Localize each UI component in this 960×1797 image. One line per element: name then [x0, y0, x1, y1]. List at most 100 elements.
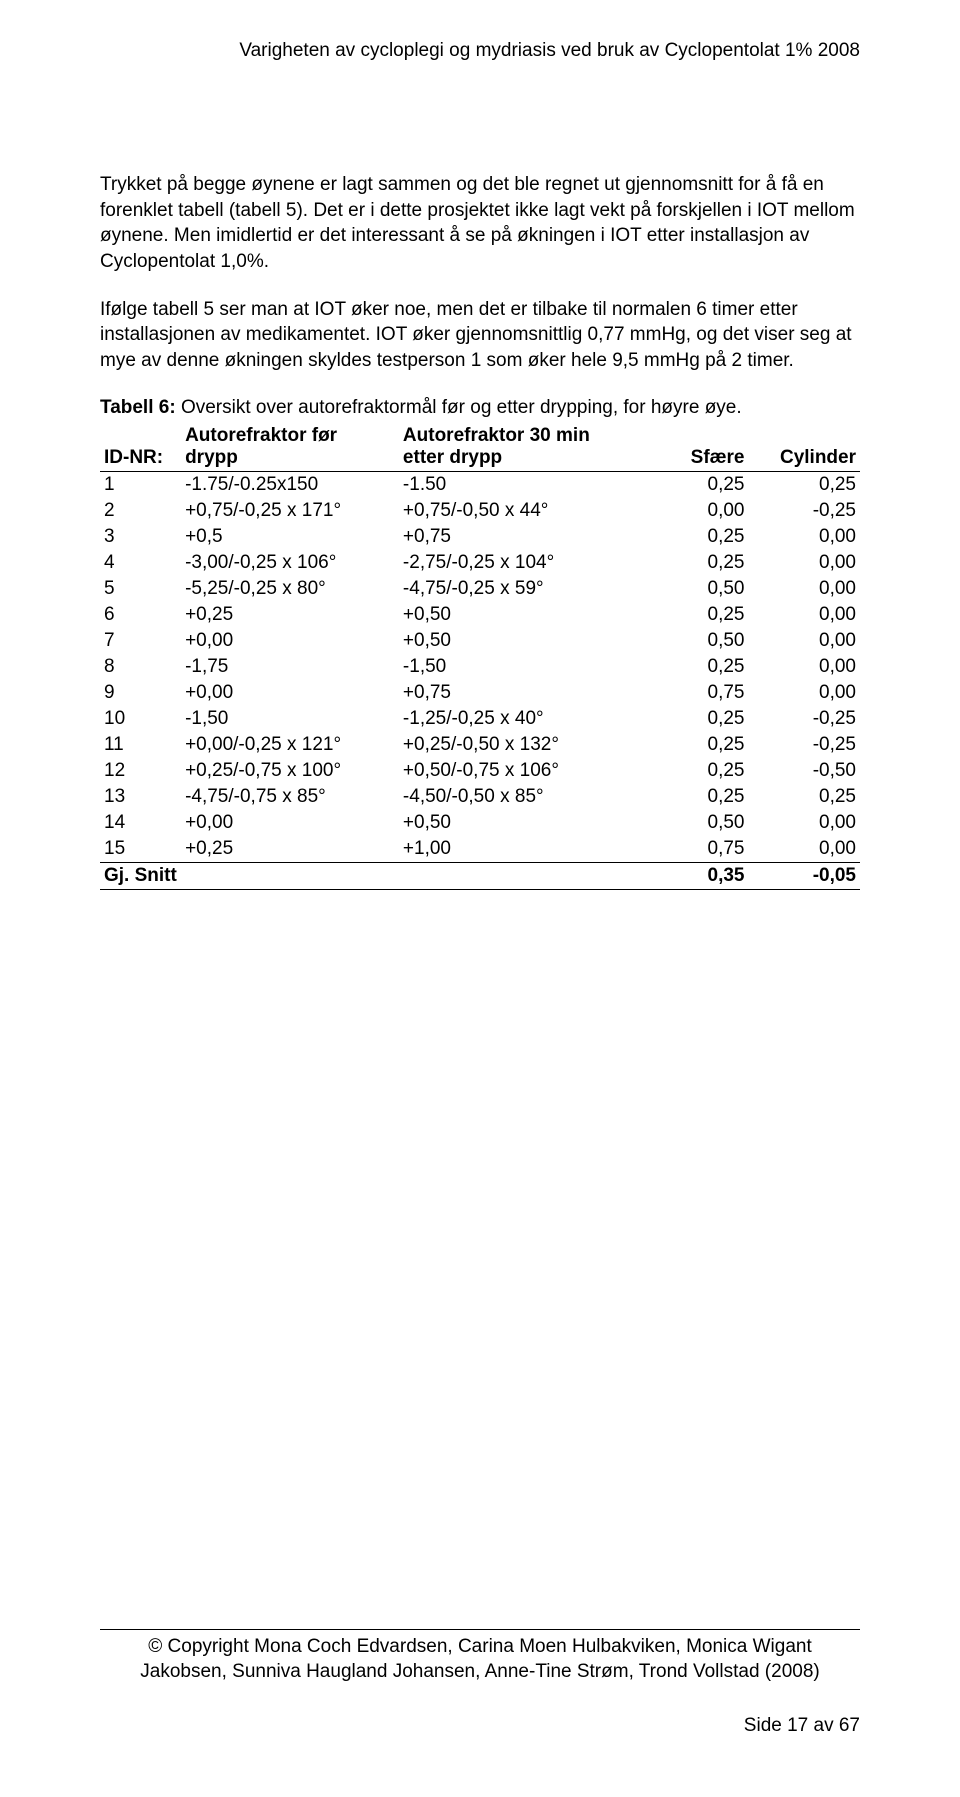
cell-sphere: 0,25 [637, 550, 748, 576]
cell-before: -4,75/-0,75 x 85° [181, 784, 399, 810]
cell-cylinder: 0,00 [749, 524, 861, 550]
table-summary-row: Gj. Snitt 0,35-0,05 [100, 863, 860, 890]
cell-after: -1,50 [399, 654, 637, 680]
cell-id: 4 [100, 550, 181, 576]
cell-id: 5 [100, 576, 181, 602]
table-row: 11+0,00/-0,25 x 121°+0,25/-0,50 x 132°0,… [100, 732, 860, 758]
cell-cylinder: 0,00 [749, 654, 861, 680]
cell-id: 12 [100, 758, 181, 784]
cell-after: +0,75 [399, 680, 637, 706]
col-header-after: Autorefraktor 30 min etter drypp [399, 423, 637, 472]
cell-sphere: 0,25 [637, 784, 748, 810]
table-row: 10-1,50-1,25/-0,25 x 40°0,25-0,25 [100, 706, 860, 732]
cell-id: 11 [100, 732, 181, 758]
cell-id: 13 [100, 784, 181, 810]
col-header-sphere: Sfære [637, 423, 748, 472]
cell-sphere: 0,75 [637, 680, 748, 706]
cell-before: +0,00 [181, 680, 399, 706]
cell-sphere: 0,75 [637, 836, 748, 863]
cell-id: 15 [100, 836, 181, 863]
cell-sphere: 0,25 [637, 706, 748, 732]
cell-after: +0,75/-0,50 x 44° [399, 498, 637, 524]
table-row: 1-1.75/-0.25x150-1.500,250,25 [100, 472, 860, 499]
autorefractor-table: ID-NR: Autorefraktor før drypp Autorefra… [100, 423, 860, 890]
cell-after: +1,00 [399, 836, 637, 863]
cell-before: +0,75/-0,25 x 171° [181, 498, 399, 524]
table-row: 12+0,25/-0,75 x 100°+0,50/-0,75 x 106°0,… [100, 758, 860, 784]
copyright-line-2: Jakobsen, Sunniva Haugland Johansen, Ann… [140, 1661, 819, 1682]
col-header-cylinder: Cylinder [749, 423, 861, 472]
cell-cylinder: -0,25 [749, 706, 861, 732]
cell-sphere: 0,25 [637, 732, 748, 758]
cell-sphere: 0,25 [637, 758, 748, 784]
cell-sphere: 0,00 [637, 498, 748, 524]
running-header: Varigheten av cycloplegi og mydriasis ve… [100, 40, 860, 62]
table-header-row: ID-NR: Autorefraktor før drypp Autorefra… [100, 423, 860, 472]
table-row: 9+0,00+0,750,750,00 [100, 680, 860, 706]
cell-before: -1,75 [181, 654, 399, 680]
cell-before: -1.75/-0.25x150 [181, 472, 399, 499]
table-row: 7+0,00+0,500,500,00 [100, 628, 860, 654]
cell-sphere: 0,25 [637, 472, 748, 499]
cell-id: 9 [100, 680, 181, 706]
cell-after: +0,50 [399, 810, 637, 836]
table-row: 4-3,00/-0,25 x 106°-2,75/-0,25 x 104°0,2… [100, 550, 860, 576]
cell-after: +0,25/-0,50 x 132° [399, 732, 637, 758]
cell-id: 7 [100, 628, 181, 654]
table-row: 5-5,25/-0,25 x 80°-4,75/-0,25 x 59°0,500… [100, 576, 860, 602]
cell-empty [399, 863, 637, 890]
cell-after: +0,50 [399, 628, 637, 654]
cell-before: -3,00/-0,25 x 106° [181, 550, 399, 576]
cell-sphere: 0,25 [637, 524, 748, 550]
cell-id: 10 [100, 706, 181, 732]
cell-cylinder: -0,25 [749, 732, 861, 758]
table-row: 6+0,25+0,500,250,00 [100, 602, 860, 628]
cell-summary-label: Gj. Snitt [100, 863, 181, 890]
cell-cylinder: 0,00 [749, 602, 861, 628]
paragraph-2: Ifølge tabell 5 ser man at IOT øker noe,… [100, 297, 860, 374]
table-row: 8-1,75-1,500,250,00 [100, 654, 860, 680]
table-row: 3+0,5+0,750,250,00 [100, 524, 860, 550]
cell-cylinder: 0,25 [749, 472, 861, 499]
cell-sphere: 0,50 [637, 576, 748, 602]
cell-after: -2,75/-0,25 x 104° [399, 550, 637, 576]
cell-before: -1,50 [181, 706, 399, 732]
table-row: 14+0,00+0,500,500,00 [100, 810, 860, 836]
cell-id: 8 [100, 654, 181, 680]
cell-before: +0,25 [181, 836, 399, 863]
cell-sphere: 0,50 [637, 628, 748, 654]
cell-cylinder: 0,00 [749, 576, 861, 602]
cell-after: +0,50/-0,75 x 106° [399, 758, 637, 784]
cell-cylinder: 0,00 [749, 836, 861, 863]
cell-after: -4,75/-0,25 x 59° [399, 576, 637, 602]
cell-before: +0,5 [181, 524, 399, 550]
cell-cylinder: 0,00 [749, 628, 861, 654]
cell-cylinder: 0,00 [749, 810, 861, 836]
cell-before: -5,25/-0,25 x 80° [181, 576, 399, 602]
cell-id: 14 [100, 810, 181, 836]
cell-cylinder: -0,25 [749, 498, 861, 524]
cell-before: +0,25 [181, 602, 399, 628]
cell-summary-sphere: 0,35 [637, 863, 748, 890]
cell-id: 2 [100, 498, 181, 524]
cell-id: 3 [100, 524, 181, 550]
table-caption: Tabell 6: Oversikt over autorefraktormål… [100, 395, 860, 421]
cell-after: +0,75 [399, 524, 637, 550]
cell-summary-cylinder: -0,05 [749, 863, 861, 890]
cell-sphere: 0,25 [637, 602, 748, 628]
cell-after: -1,25/-0,25 x 40° [399, 706, 637, 732]
col-header-id: ID-NR: [100, 423, 181, 472]
cell-cylinder: -0,50 [749, 758, 861, 784]
cell-empty [181, 863, 399, 890]
cell-before: +0,00 [181, 628, 399, 654]
col-header-before: Autorefraktor før drypp [181, 423, 399, 472]
page: Varigheten av cycloplegi og mydriasis ve… [0, 0, 960, 1797]
page-footer: © Copyright Mona Coch Edvardsen, Carina … [100, 1629, 860, 1737]
cell-after: -1.50 [399, 472, 637, 499]
caption-text: Oversikt over autorefraktormål før og et… [176, 397, 742, 418]
cell-id: 1 [100, 472, 181, 499]
cell-after: +0,50 [399, 602, 637, 628]
page-number: Side 17 av 67 [100, 1715, 860, 1737]
cell-sphere: 0,25 [637, 654, 748, 680]
table-row: 13-4,75/-0,75 x 85°-4,50/-0,50 x 85°0,25… [100, 784, 860, 810]
